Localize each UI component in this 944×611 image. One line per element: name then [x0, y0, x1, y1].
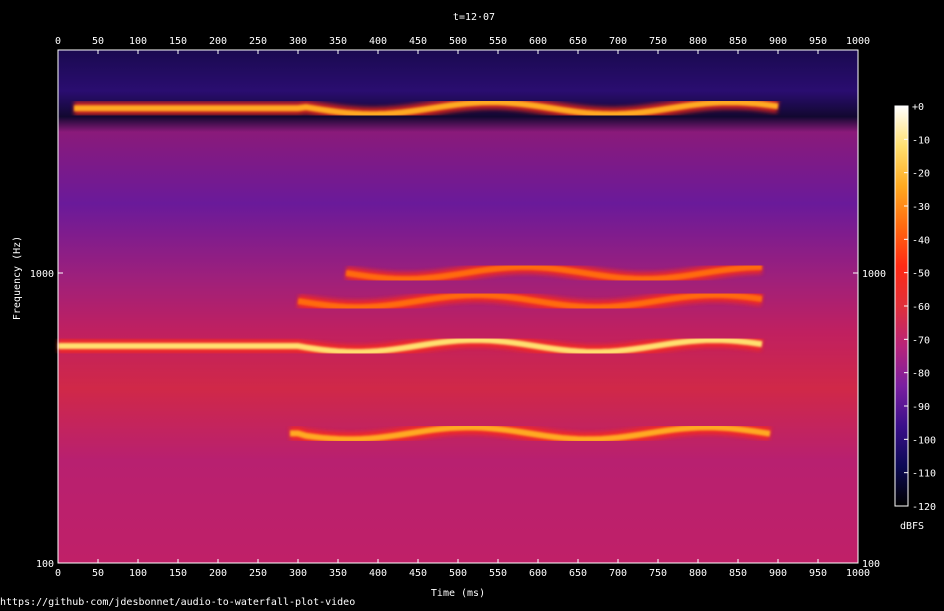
band-line	[297, 292, 763, 311]
x-tick-label-top: 150	[169, 36, 187, 47]
x-tick-label-bottom: 50	[92, 568, 104, 579]
x-tick-label-bottom: 400	[369, 568, 387, 579]
x-tick-label-top: 600	[529, 36, 547, 47]
y-axis: 100 100 1000 1000	[30, 269, 886, 570]
x-tick-label-top: 50	[92, 36, 104, 47]
credit-link[interactable]: https://github·com/jdesbonnet/audio-to-w…	[0, 597, 356, 608]
y-axis-label: Frequency (Hz)	[12, 236, 23, 320]
colorbar-tick-label: -80	[912, 369, 930, 380]
x-tick-label-bottom: 450	[409, 568, 427, 579]
x-axis-top: 0 50 100 150 200 250 300 350 400 450 500 550 600 650 7…	[55, 36, 870, 54]
colorbar-tick-label: -30	[912, 202, 930, 213]
x-tick-label-top: 0	[55, 36, 61, 47]
x-tick-label-top: 900	[769, 36, 787, 47]
x-tick-label-top: 450	[409, 36, 427, 47]
x-tick-label-bottom: 150	[169, 568, 187, 579]
x-axis-bottom: 0 50 100 150 200 250 300 350 400 450 500 550 600 650 7…	[55, 559, 870, 579]
colorbar-ticks: +0 -10 -20 -30 -40 -50 -60 -70 -80 -90 -100 -110 -12…	[904, 102, 936, 513]
x-tick-label-top: 800	[689, 36, 707, 47]
colorbar-tick-label: -40	[912, 235, 930, 246]
x-tick-label-top: 700	[609, 36, 627, 47]
colorbar-tick-label: +0	[912, 102, 924, 113]
x-tick-label-top: 400	[369, 36, 387, 47]
x-tick-label-top: 950	[809, 36, 827, 47]
x-tick-label-bottom: 250	[249, 568, 267, 579]
x-tick-label-bottom: 200	[209, 568, 227, 579]
x-tick-label-bottom: 650	[569, 568, 587, 579]
colorbar-tick-label: -10	[912, 135, 930, 146]
x-tick-label-bottom: 300	[289, 568, 307, 579]
colorbar-tick-label: -20	[912, 169, 930, 180]
plot-background	[58, 50, 858, 563]
band-line	[345, 264, 763, 282]
x-tick-label-bottom: 950	[809, 568, 827, 579]
x-tick-label-top: 1000	[846, 36, 870, 47]
x-tick-label-bottom: 600	[529, 568, 547, 579]
x-tick-label-top: 500	[449, 36, 467, 47]
x-tick-label-top: 350	[329, 36, 347, 47]
x-tick-label-bottom: 350	[329, 568, 347, 579]
y-tick-label-left: 100	[36, 559, 54, 570]
x-axis-label: Time (ms)	[431, 588, 485, 599]
colorbar-tick-label: -120	[912, 502, 936, 513]
x-tick-label-top: 550	[489, 36, 507, 47]
spectrogram-bands	[58, 95, 779, 447]
x-tick-label-bottom: 100	[129, 568, 147, 579]
x-tick-label-bottom: 850	[729, 568, 747, 579]
x-tick-label-top: 850	[729, 36, 747, 47]
colorbar-tick-label: -70	[912, 335, 930, 346]
x-tick-label-bottom: 750	[649, 568, 667, 579]
x-tick-label-bottom: 0	[55, 568, 61, 579]
x-tick-label-bottom: 800	[689, 568, 707, 579]
x-tick-label-bottom: 500	[449, 568, 467, 579]
x-tick-label-top: 200	[209, 36, 227, 47]
x-tick-label-top: 650	[569, 36, 587, 47]
y-tick-label-right: 1000	[862, 269, 886, 280]
x-tick-label-top: 750	[649, 36, 667, 47]
x-tick-label-bottom: 900	[769, 568, 787, 579]
x-tick-label-top: 300	[289, 36, 307, 47]
chart-title: t=12·07	[453, 12, 495, 23]
x-tick-label-top: 250	[249, 36, 267, 47]
colorbar-tick-label: -60	[912, 302, 930, 313]
x-tick-label-bottom: 700	[609, 568, 627, 579]
y-tick-label-right: 100	[862, 559, 880, 570]
x-tick-label-top: 100	[129, 36, 147, 47]
band-line	[74, 99, 779, 118]
x-tick-label-bottom: 1000	[846, 568, 870, 579]
y-tick-label-left: 1000	[30, 269, 54, 280]
colorbar-tick-label: -50	[912, 269, 930, 280]
colorbar-tick-label: -110	[912, 469, 936, 480]
colorbar-tick-label: -90	[912, 402, 930, 413]
colorbar-label: dBFS	[900, 521, 924, 532]
band-line	[58, 337, 763, 356]
x-tick-label-bottom: 550	[489, 568, 507, 579]
colorbar-tick-label: -100	[912, 435, 936, 446]
band-line	[290, 424, 771, 443]
